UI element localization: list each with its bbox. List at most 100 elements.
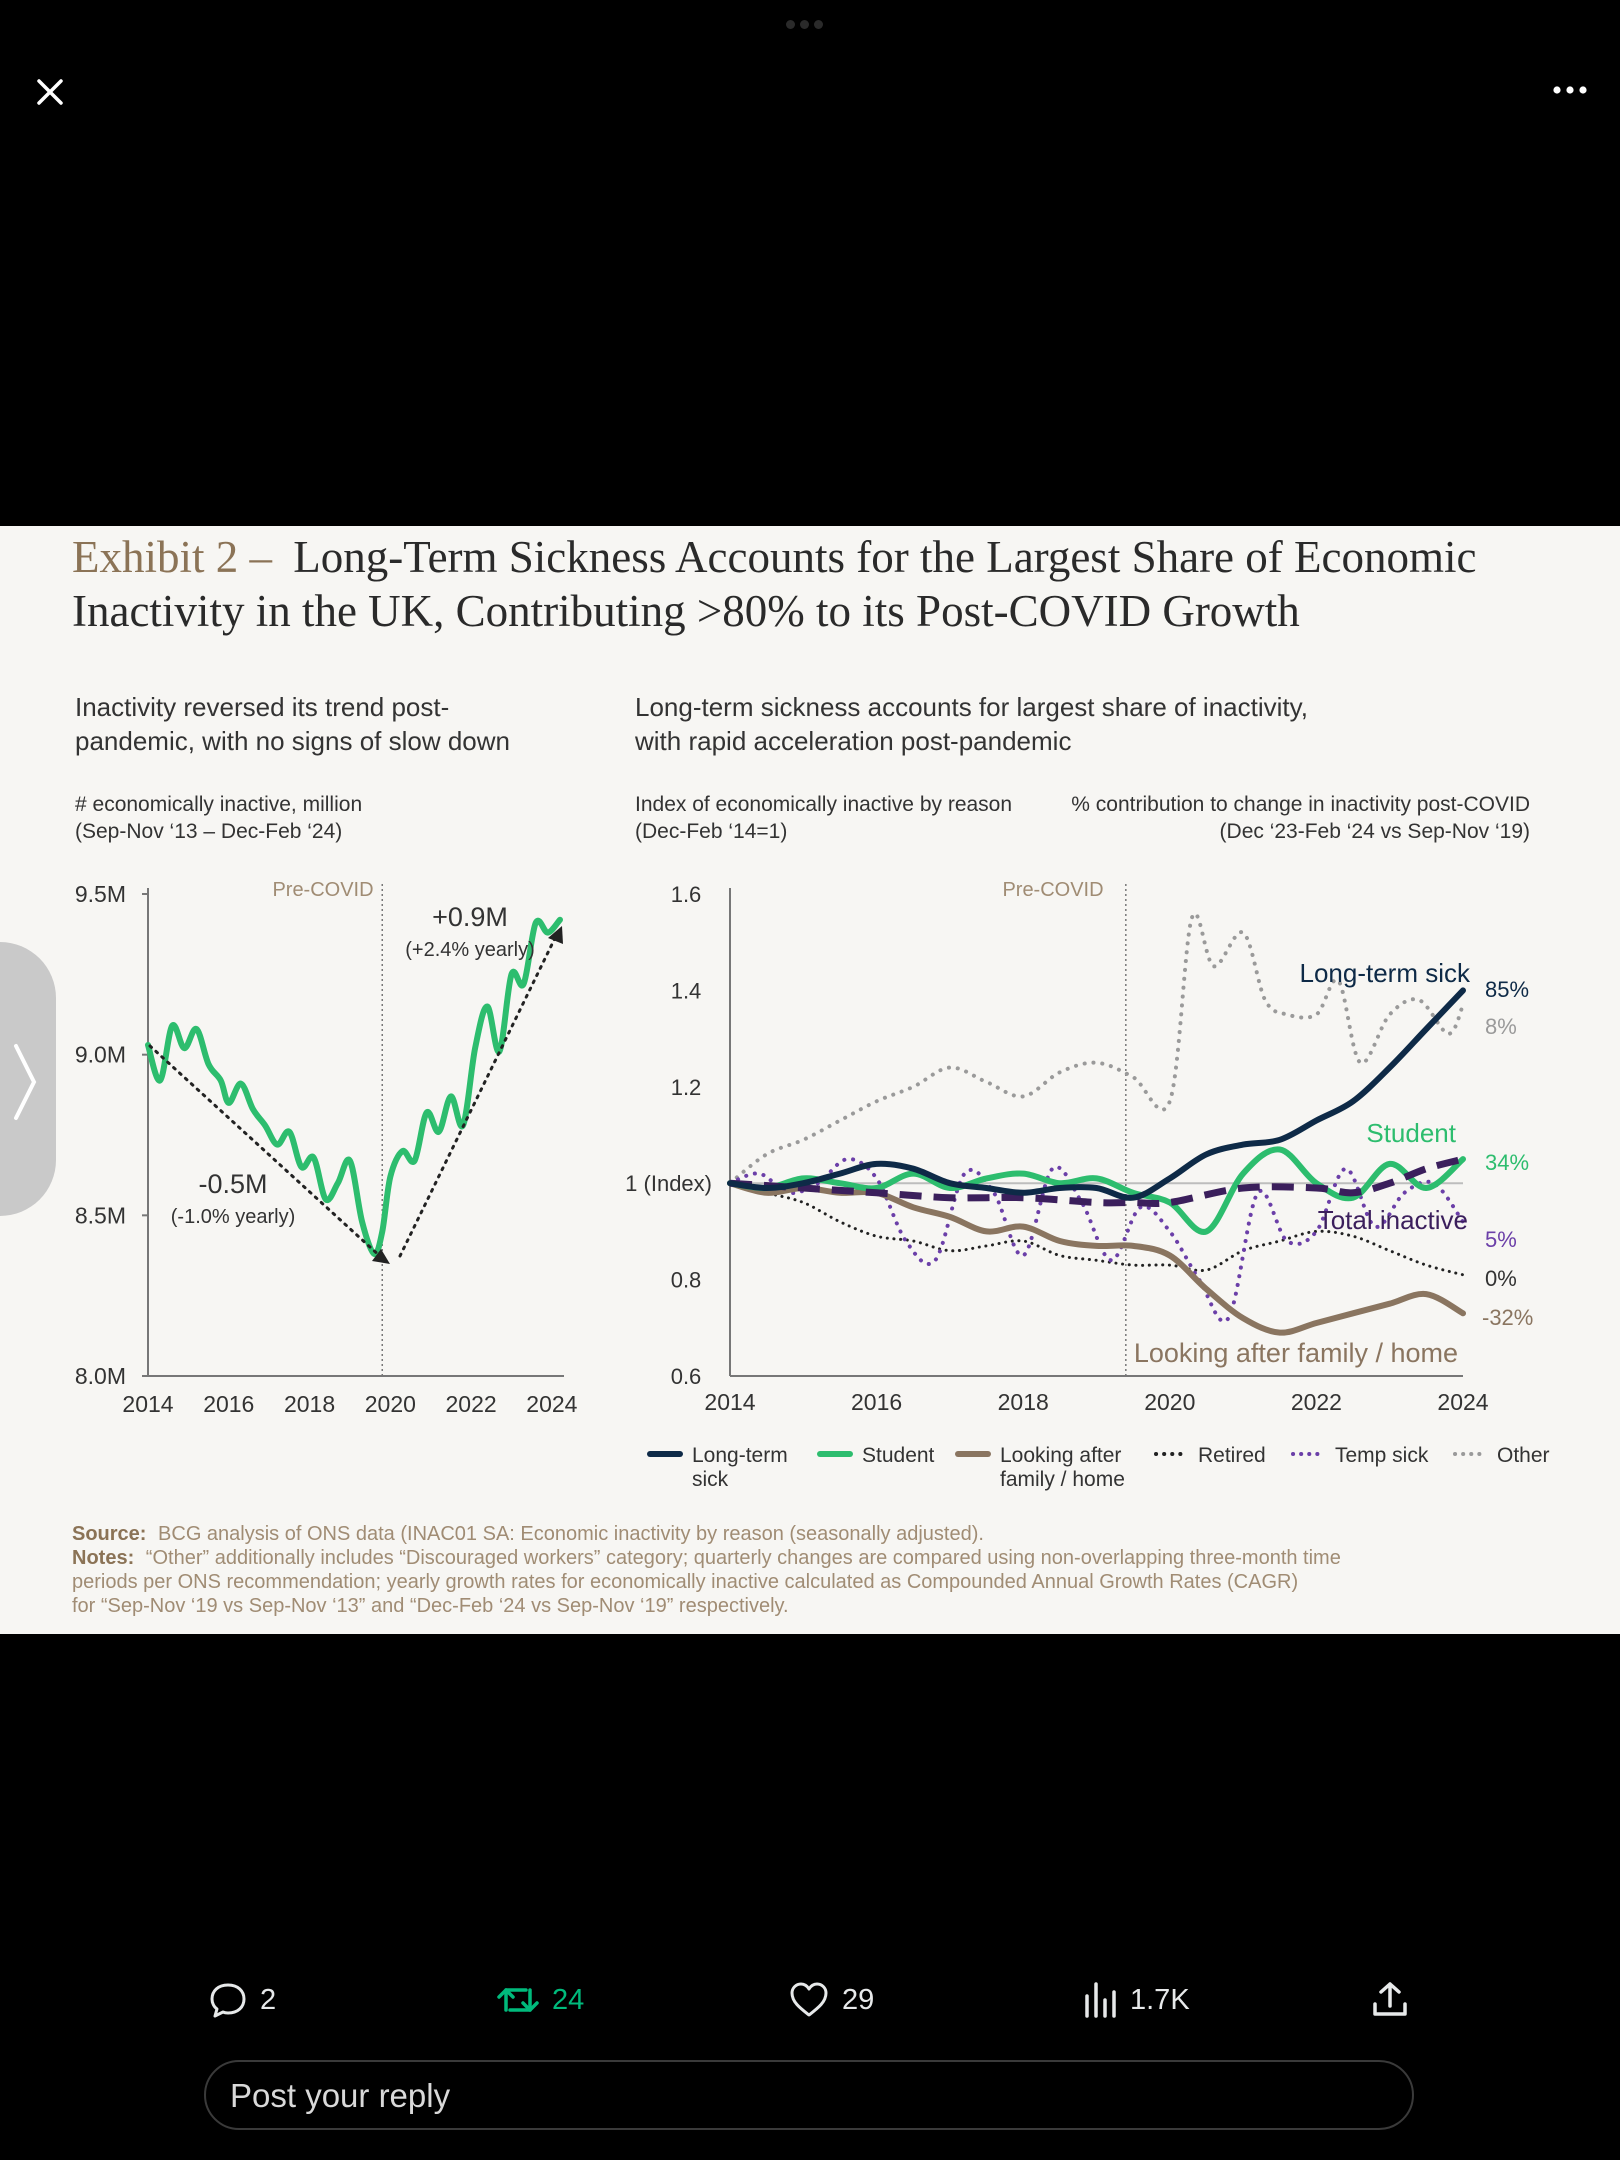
contribution-student: 34% [1485, 1150, 1529, 1175]
left-x-tick-label: 2016 [203, 1391, 254, 1417]
series-line-student [727, 1146, 1466, 1235]
like-button[interactable]: 29 [788, 1970, 874, 2030]
right-x-tick-label: 2024 [1437, 1389, 1488, 1415]
notes-label: Notes: [72, 1547, 134, 1569]
label-looking-after-family: Looking after family / home [1134, 1338, 1458, 1368]
right-heading-line1: Long-term sickness accounts for largest … [635, 692, 1308, 722]
comment-icon [210, 1983, 246, 2018]
source-text: BCG analysis of ONS data (INAC01 SA: Eco… [158, 1523, 984, 1545]
series-line-long-term-sick [727, 987, 1466, 1201]
legend-label-student: Student [862, 1444, 935, 1467]
exhibit-title-line1: Long-Term Sickness Accounts for the Larg… [293, 532, 1476, 582]
left-x-tick-label: 2018 [284, 1391, 335, 1417]
right-pre-covid-label: Pre-COVID [1002, 879, 1103, 901]
reply-button[interactable]: 2 [208, 1970, 276, 2030]
left-pre-covid-label: Pre-COVID [272, 879, 373, 901]
inactive-by-reason-chart: 0.6 0.8 1 (Index) 1.2 1.4 1.6 2014 2016 2018 2020… [625, 879, 1549, 1491]
right-heading-line2: with rapid acceleration post-pandemic [634, 726, 1071, 756]
notes-text-1: “Other” additionally includes “Discourag… [146, 1547, 1341, 1569]
reply-input[interactable] [228, 2062, 1382, 2130]
analytics-icon [1085, 1982, 1116, 2018]
svg-text:Exhibit 2 – Long-Term Sick: Exhibit 2 – Long-Term Sickness Accounts … [72, 532, 1476, 582]
more-options-button[interactable] [1550, 78, 1590, 102]
legend-label-temp-sick: Temp sick [1335, 1444, 1429, 1467]
legend-label-family-home: Looking after [1000, 1444, 1121, 1467]
label-student: Student [1366, 1118, 1456, 1148]
contribution-temp-sick: 5% [1485, 1227, 1517, 1252]
share-icon [1373, 1982, 1407, 2016]
left-x-tick-label: 2024 [526, 1391, 577, 1417]
like-count: 29 [842, 1983, 875, 2016]
exhibit-label: Exhibit 2 – [72, 532, 272, 582]
series-line-total-inactive [729, 1155, 1464, 1208]
label-total-inactive: Total inactive [1318, 1205, 1468, 1235]
contribution-line1: % contribution to change in inactivity p… [1071, 793, 1530, 816]
heart-icon [790, 1982, 828, 2017]
left-y-tick-label: 9.5M [75, 881, 126, 907]
right-x-tick-label: 2014 [704, 1389, 755, 1415]
right-x-tick-label: 2022 [1291, 1389, 1342, 1415]
retweet-count: 24 [552, 1983, 585, 2016]
right-y-tick-label: 0.8 [671, 1268, 702, 1293]
right-x-tick-label: 2016 [851, 1389, 902, 1415]
left-growth-annotation-sub: (+2.4% yearly) [405, 939, 535, 961]
left-y-tick-label: 8.5M [75, 1202, 126, 1228]
right-y-tick-label: 1.2 [671, 1075, 702, 1100]
right-unit-line1: Index of economically inactive by reason [635, 793, 1012, 816]
inactive-total-chart: 8.0M 8.5M 9.0M 9.5M 2014 2016 2018 2020 2022 2024… [75, 879, 578, 1417]
left-unit-line2: (Sep-Nov ‘13 – Dec-Feb ‘24) [75, 820, 342, 843]
legend-label-retired: Retired [1198, 1444, 1266, 1467]
views-button[interactable]: 1.7K [1082, 1970, 1190, 2030]
contribution-line2: (Dec ‘23-Feb ‘24 vs Sep-Nov ‘19) [1220, 820, 1530, 843]
right-y-tick-label: 1.4 [671, 978, 702, 1003]
legend-label-other: Other [1497, 1444, 1550, 1467]
label-long-term-sick: Long-term sick [1300, 958, 1471, 988]
left-inactive-series-line [145, 916, 563, 1257]
left-growth-annotation: +0.9M [432, 902, 508, 932]
more-icon [1553, 86, 1587, 94]
source-line: Source: BCG analysis of ONS data (INAC01… [72, 1523, 984, 1545]
left-decline-annotation-sub: (-1.0% yearly) [171, 1206, 295, 1228]
source-label: Source: [72, 1523, 146, 1545]
left-unit-line1: # economically inactive, million [75, 793, 362, 816]
right-unit-line2: (Dec-Feb ‘14=1) [635, 820, 787, 843]
left-heading-line1: Inactivity reversed its trend post- [75, 692, 449, 722]
contribution-long-term-sick: 85% [1485, 977, 1529, 1002]
contribution-other: 8% [1485, 1014, 1517, 1039]
left-x-tick-label: 2022 [446, 1391, 497, 1417]
left-y-tick-label: 9.0M [75, 1042, 126, 1068]
left-up-arrowhead [548, 926, 563, 944]
share-button[interactable] [1370, 1970, 1410, 2030]
left-heading-line2: pandemic, with no signs of slow down [75, 726, 510, 756]
chart-image: Exhibit 2 – Long-Term Sickness Accounts … [0, 526, 1620, 1634]
carousel-previous-handle[interactable] [0, 942, 56, 1216]
reply-count: 2 [260, 1983, 277, 2016]
right-y-tick-label: 1 (Index) [625, 1171, 712, 1196]
left-decline-annotation: -0.5M [198, 1169, 267, 1199]
notes-line1: Notes: “Other” additionally includes “Di… [72, 1547, 1341, 1569]
right-x-tick-label: 2018 [998, 1389, 1049, 1415]
left-up-trend-arrow [398, 934, 558, 1258]
left-x-tick-label: 2014 [122, 1391, 173, 1417]
right-y-tick-label: 0.6 [671, 1364, 702, 1389]
chevron-right-icon [14, 1044, 37, 1120]
post-actions-bar: 2 24 29 1.7K [0, 1970, 1620, 2030]
legend-label-long-term-sick: Long-term [692, 1444, 788, 1467]
view-count: 1.7K [1130, 1983, 1190, 2016]
right-x-tick-label: 2020 [1144, 1389, 1195, 1415]
retweet-icon [497, 1988, 539, 2012]
right-y-tick-label: 1.6 [671, 882, 702, 907]
close-icon [37, 79, 63, 105]
exhibit-title-line2: Inactivity in the UK, Contributing >80% … [72, 586, 1300, 636]
notes-line3: for “Sep-Nov ‘19 vs Sep-Nov ‘13” and “De… [72, 1595, 789, 1617]
series-line-retired [728, 1181, 1465, 1277]
close-button[interactable] [30, 72, 70, 112]
left-x-tick-label: 2020 [365, 1391, 416, 1417]
reply-box [204, 2060, 1414, 2130]
left-down-arrowhead [372, 1249, 390, 1264]
retweet-button[interactable]: 24 [496, 1970, 584, 2030]
contribution-family-home: -32% [1482, 1305, 1533, 1330]
series-line-other [728, 911, 1465, 1186]
left-y-tick-label: 8.0M [75, 1363, 126, 1389]
